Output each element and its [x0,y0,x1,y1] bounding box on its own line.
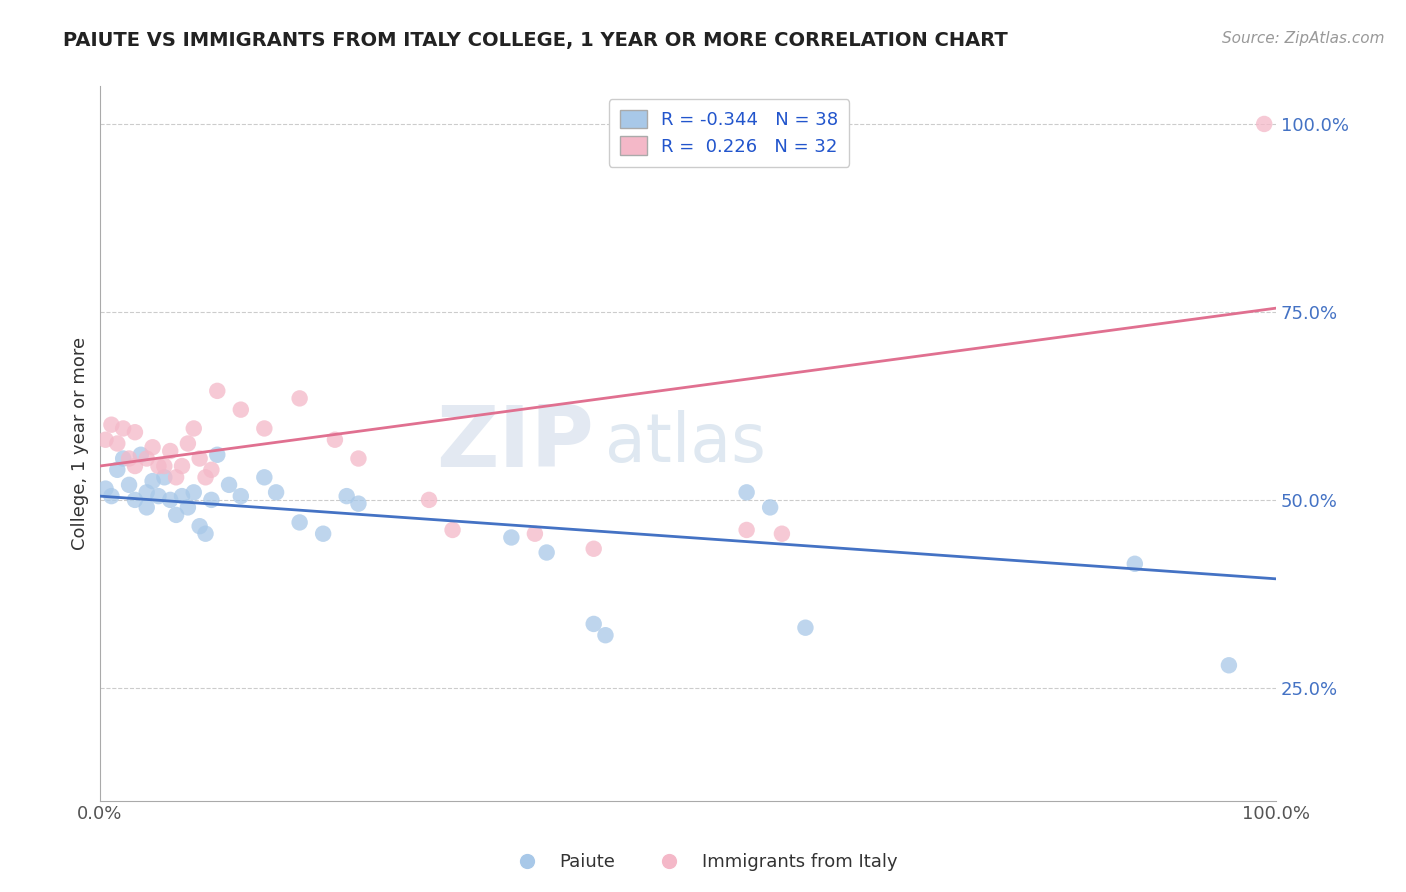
Point [523,526,546,541]
Point [100,489,122,503]
Point [229,489,252,503]
Point [1218,658,1240,673]
Point [165,470,187,484]
Point [288,516,311,530]
Point [1253,117,1275,131]
Point [177,500,200,515]
Point [253,470,276,484]
Point [94,433,117,447]
Point [200,492,222,507]
Point [323,433,346,447]
Point [148,489,170,503]
Point [153,470,176,484]
Legend: Paiute, Immigrants from Italy: Paiute, Immigrants from Italy [502,847,904,879]
Text: atlas: atlas [606,410,766,476]
Point [153,458,176,473]
Point [501,531,523,545]
Point [770,526,793,541]
Point [253,421,276,435]
Point [759,500,782,515]
Point [124,492,146,507]
Point [112,451,135,466]
Point [735,485,758,500]
Point [94,482,117,496]
Point [124,425,146,440]
Point [194,526,217,541]
Text: Source: ZipAtlas.com: Source: ZipAtlas.com [1222,31,1385,46]
Point [142,440,165,454]
Point [148,458,170,473]
Point [418,492,440,507]
Point [170,458,193,473]
Point [118,451,141,466]
Point [135,451,157,466]
Point [183,485,205,500]
Point [118,478,141,492]
Point [194,470,217,484]
Text: ZIP: ZIP [436,402,593,485]
Point [135,500,157,515]
Point [1123,557,1146,571]
Point [188,519,211,533]
Point [336,489,359,503]
Point [794,621,817,635]
Point [124,458,146,473]
Point [207,448,229,462]
Point [188,451,211,466]
Y-axis label: College, 1 year or more: College, 1 year or more [72,337,89,550]
Point [347,497,370,511]
Point [200,463,222,477]
Point [165,508,187,522]
Point [582,616,605,631]
Point [536,545,558,559]
Point [112,421,135,435]
Point [105,436,128,450]
Point [441,523,464,537]
Point [159,444,181,458]
Point [264,485,287,500]
Point [218,478,240,492]
Point [129,448,152,462]
Point [347,451,370,466]
Point [105,463,128,477]
Point [229,402,252,417]
Point [100,417,122,432]
Point [159,492,181,507]
Point [207,384,229,398]
Point [735,523,758,537]
Legend: R = -0.344   N = 38, R =  0.226   N = 32: R = -0.344 N = 38, R = 0.226 N = 32 [609,99,849,167]
Point [170,489,193,503]
Point [183,421,205,435]
Point [177,436,200,450]
Point [312,526,335,541]
Point [142,474,165,488]
Point [582,541,605,556]
Point [135,485,157,500]
Point [288,392,311,406]
Point [595,628,617,642]
Text: PAIUTE VS IMMIGRANTS FROM ITALY COLLEGE, 1 YEAR OR MORE CORRELATION CHART: PAIUTE VS IMMIGRANTS FROM ITALY COLLEGE,… [63,31,1008,50]
